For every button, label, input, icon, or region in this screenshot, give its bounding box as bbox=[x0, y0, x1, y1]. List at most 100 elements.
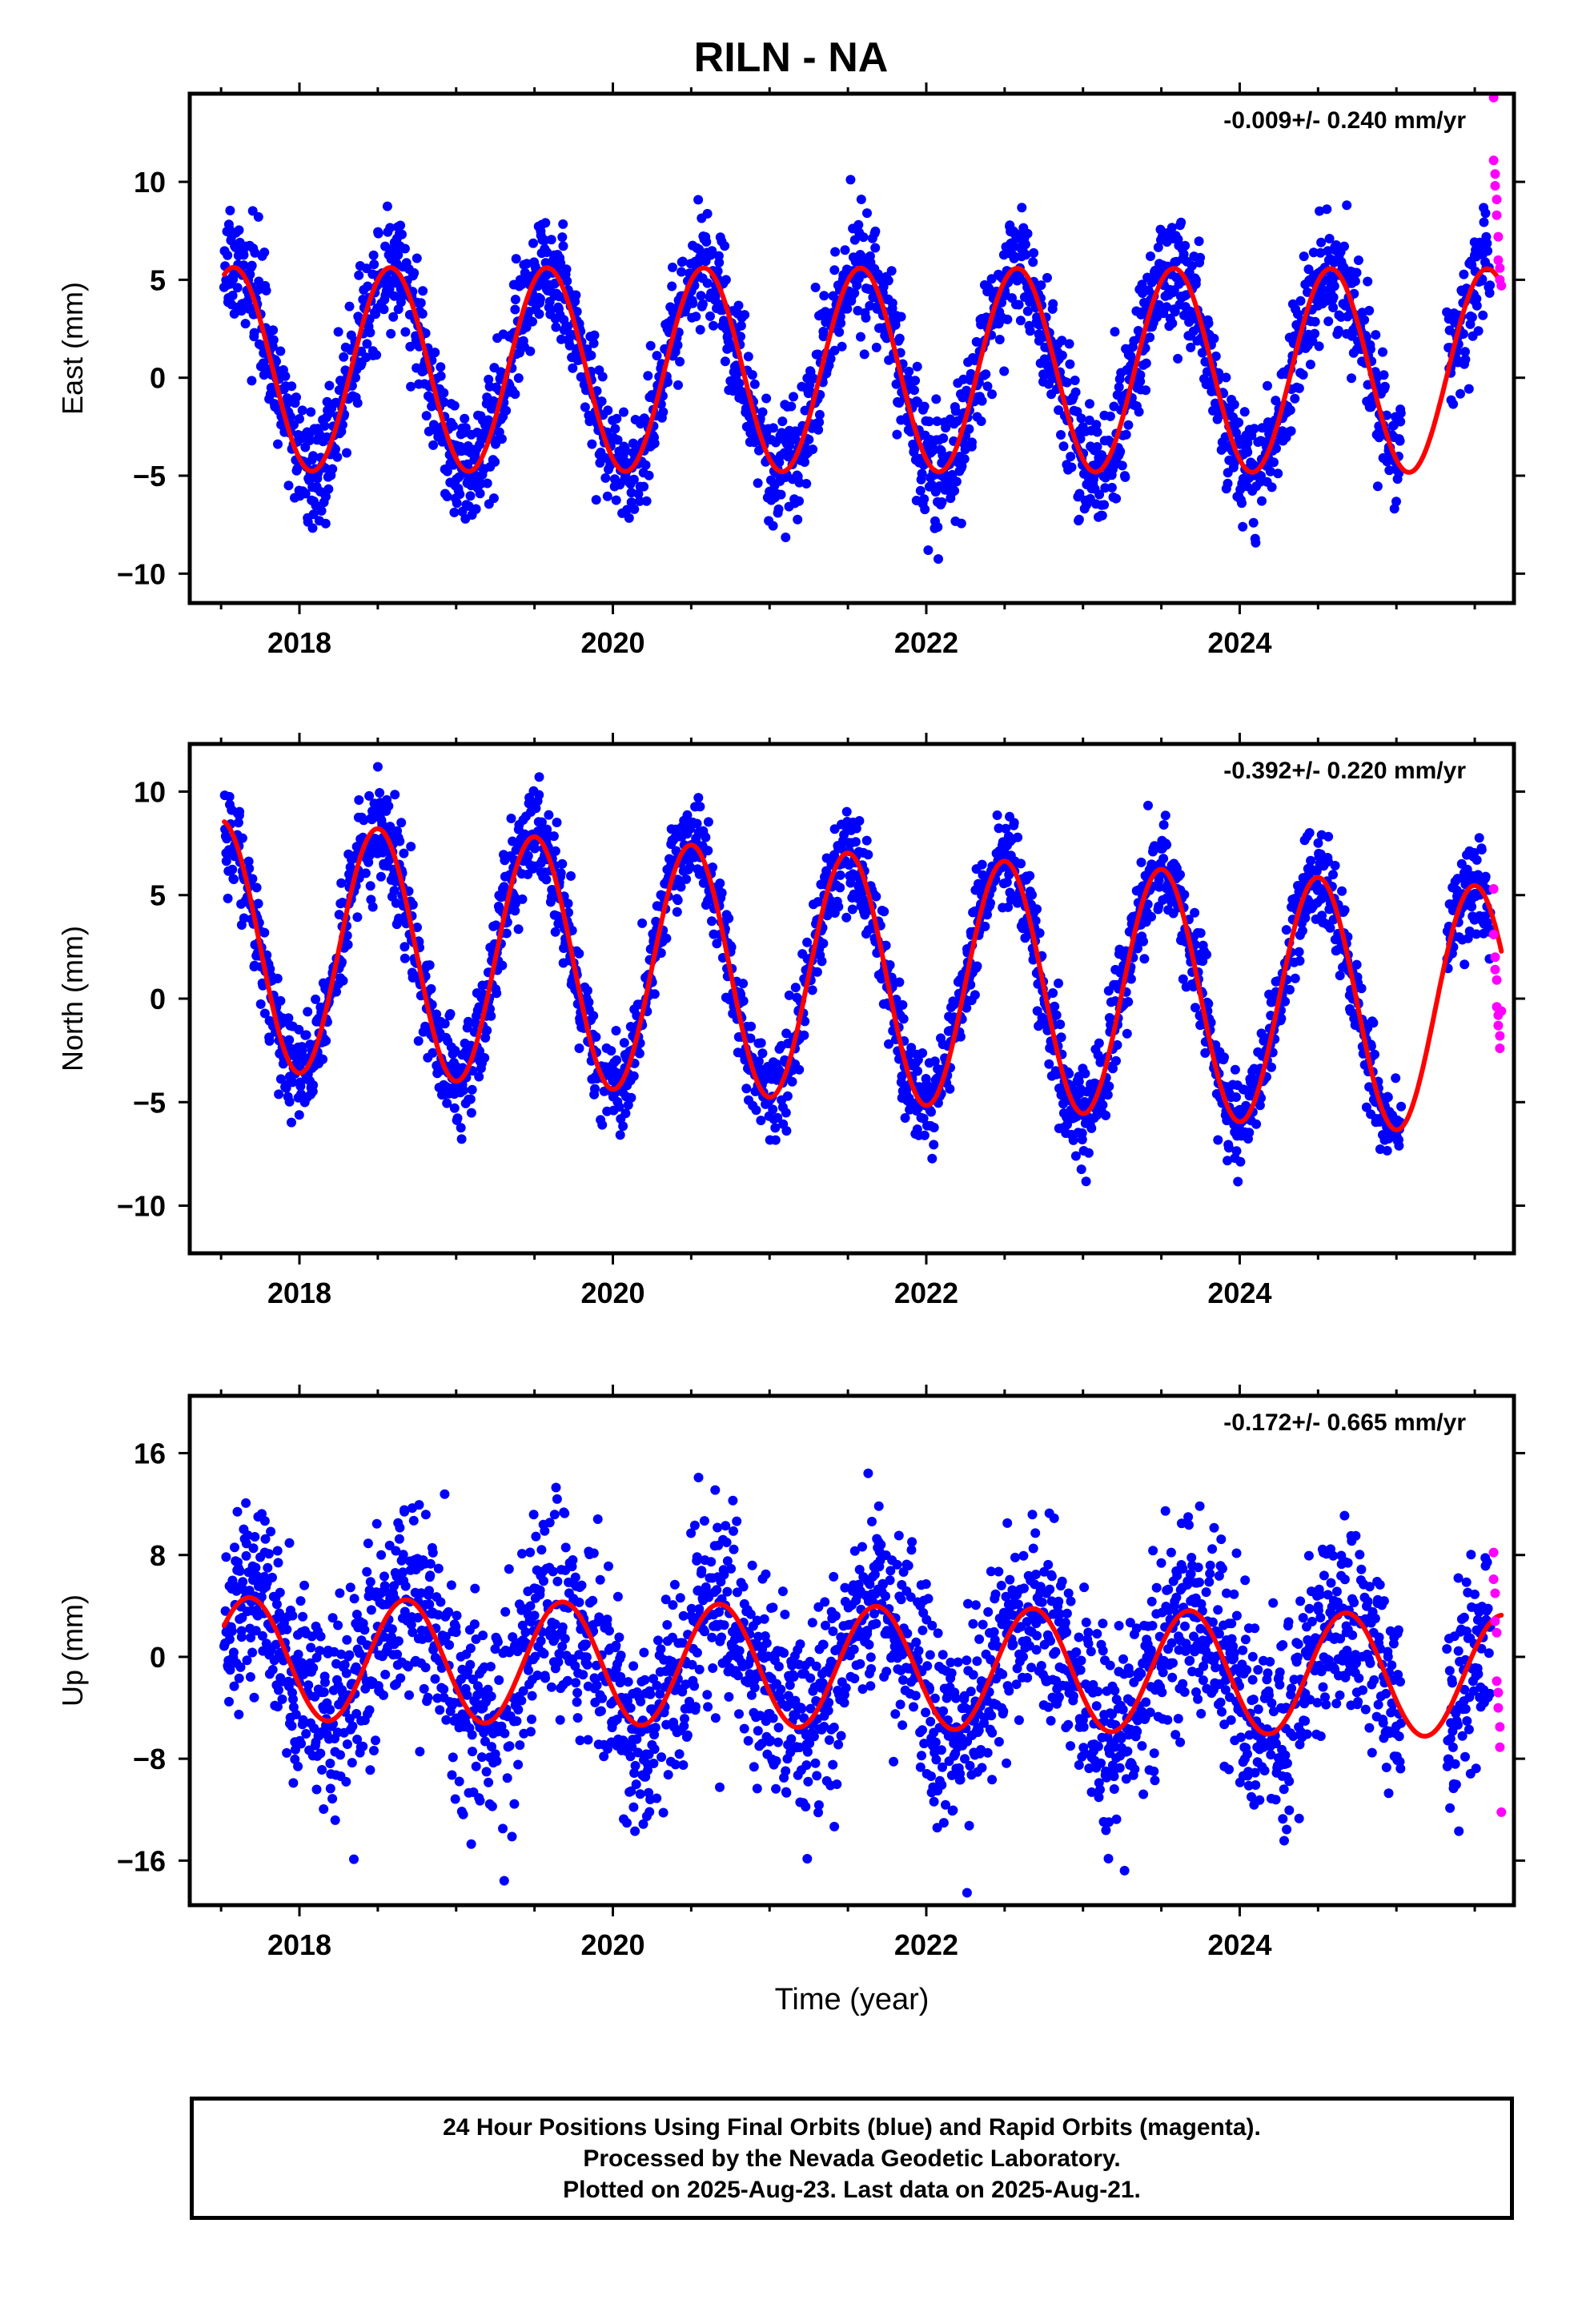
final-orbit-point bbox=[1223, 1143, 1234, 1153]
final-orbit-point bbox=[770, 1135, 781, 1145]
final-orbit-point bbox=[375, 788, 385, 798]
final-orbit-point bbox=[681, 874, 692, 884]
final-orbit-point bbox=[1115, 446, 1126, 456]
final-orbit-point bbox=[1003, 902, 1014, 912]
final-orbit-point bbox=[1304, 828, 1315, 838]
final-orbit-point bbox=[314, 428, 324, 439]
final-orbit-point bbox=[1145, 332, 1155, 343]
final-orbit-point bbox=[1048, 988, 1058, 998]
final-orbit-point bbox=[987, 389, 997, 400]
final-orbit-point bbox=[1350, 276, 1360, 287]
final-orbit-point bbox=[818, 939, 829, 949]
final-orbit-point bbox=[656, 948, 666, 958]
final-orbit-point bbox=[859, 349, 869, 360]
final-orbit-point bbox=[900, 1113, 910, 1123]
final-orbit-point bbox=[405, 341, 416, 352]
final-orbit-point bbox=[814, 409, 825, 420]
final-orbit-point bbox=[1324, 234, 1335, 243]
final-orbit-point bbox=[959, 454, 970, 464]
final-orbit-point bbox=[1371, 330, 1381, 340]
final-orbit-point bbox=[947, 469, 958, 480]
final-orbit-point bbox=[847, 904, 857, 915]
final-orbit-point bbox=[661, 933, 672, 943]
final-orbit-point bbox=[264, 1035, 275, 1046]
final-orbit-point bbox=[980, 921, 990, 931]
final-orbit-point bbox=[416, 298, 426, 308]
final-orbit-point bbox=[399, 848, 409, 858]
final-orbit-point bbox=[879, 907, 889, 917]
final-orbit-point bbox=[1328, 292, 1339, 303]
final-orbit-point bbox=[418, 286, 428, 296]
final-orbit-point bbox=[1364, 305, 1375, 316]
final-orbit-point bbox=[897, 1071, 907, 1081]
final-orbit-point bbox=[1123, 997, 1134, 1007]
final-orbit-point bbox=[962, 1003, 972, 1013]
final-orbit-point bbox=[1050, 1001, 1060, 1011]
final-orbit-point bbox=[1361, 1102, 1371, 1112]
final-orbit-point bbox=[829, 265, 840, 275]
final-orbit-point bbox=[675, 356, 685, 367]
final-orbit-point bbox=[628, 474, 639, 485]
final-orbit-point bbox=[1051, 1010, 1062, 1020]
final-orbit-point bbox=[225, 205, 235, 215]
final-orbit-point bbox=[800, 405, 810, 416]
rapid-orbit-point bbox=[1492, 210, 1502, 220]
final-orbit-point bbox=[517, 894, 528, 904]
final-orbit-point bbox=[221, 856, 231, 866]
final-orbit-point bbox=[785, 440, 795, 451]
final-orbit-point bbox=[923, 545, 934, 555]
final-orbit-point bbox=[268, 335, 279, 345]
final-orbit-point bbox=[558, 241, 568, 251]
rapid-orbit-point bbox=[1490, 169, 1500, 179]
final-orbit-point bbox=[450, 1045, 460, 1055]
final-orbit-point bbox=[819, 291, 829, 301]
final-orbit-point bbox=[1034, 928, 1045, 939]
final-orbit-point bbox=[1030, 915, 1041, 926]
final-orbit-point bbox=[471, 1019, 481, 1029]
final-orbit-point bbox=[467, 1084, 477, 1095]
final-orbit-point bbox=[1179, 890, 1190, 900]
final-orbit-point bbox=[635, 496, 644, 506]
final-orbit-point bbox=[634, 1048, 644, 1059]
final-orbit-point bbox=[413, 1035, 424, 1046]
final-orbit-point bbox=[1135, 370, 1146, 380]
final-orbit-point bbox=[641, 496, 652, 506]
final-orbit-point bbox=[365, 328, 375, 338]
final-orbit-point bbox=[913, 1066, 922, 1076]
final-orbit-point bbox=[1104, 1013, 1114, 1023]
final-orbit-point bbox=[1484, 287, 1495, 298]
final-orbit-point bbox=[1323, 316, 1334, 327]
final-orbit-point bbox=[1394, 1140, 1404, 1151]
final-orbit-point bbox=[1057, 336, 1067, 346]
final-orbit-point bbox=[781, 1108, 791, 1118]
final-orbit-point bbox=[1076, 413, 1086, 424]
x-tick-label: 2022 bbox=[894, 626, 958, 659]
final-orbit-point bbox=[1002, 314, 1013, 324]
final-orbit-point bbox=[673, 895, 683, 906]
final-orbit-point bbox=[918, 1113, 929, 1124]
final-orbit-point bbox=[804, 434, 814, 444]
final-orbit-point bbox=[1022, 228, 1033, 239]
final-orbit-point bbox=[938, 433, 949, 444]
final-orbit-point bbox=[861, 835, 872, 846]
final-orbit-point bbox=[1316, 237, 1327, 247]
final-orbit-point bbox=[510, 906, 520, 916]
final-orbit-point bbox=[1141, 385, 1151, 396]
final-orbit-point bbox=[1342, 200, 1352, 211]
final-orbit-point bbox=[1070, 1151, 1081, 1161]
final-orbit-point bbox=[1480, 208, 1491, 219]
final-orbit-point bbox=[475, 489, 485, 499]
final-orbit-point bbox=[1195, 928, 1206, 939]
final-orbit-point bbox=[849, 288, 860, 298]
final-orbit-point bbox=[639, 481, 649, 492]
final-orbit-point bbox=[733, 300, 744, 311]
final-orbit-point bbox=[745, 1033, 756, 1043]
final-orbit-point bbox=[933, 522, 943, 533]
final-orbit-point bbox=[546, 235, 556, 245]
final-orbit-point bbox=[1359, 315, 1370, 325]
final-orbit-point bbox=[746, 1021, 757, 1031]
final-orbit-point bbox=[448, 420, 458, 431]
final-orbit-point bbox=[1479, 217, 1489, 227]
final-orbit-point bbox=[951, 476, 962, 487]
